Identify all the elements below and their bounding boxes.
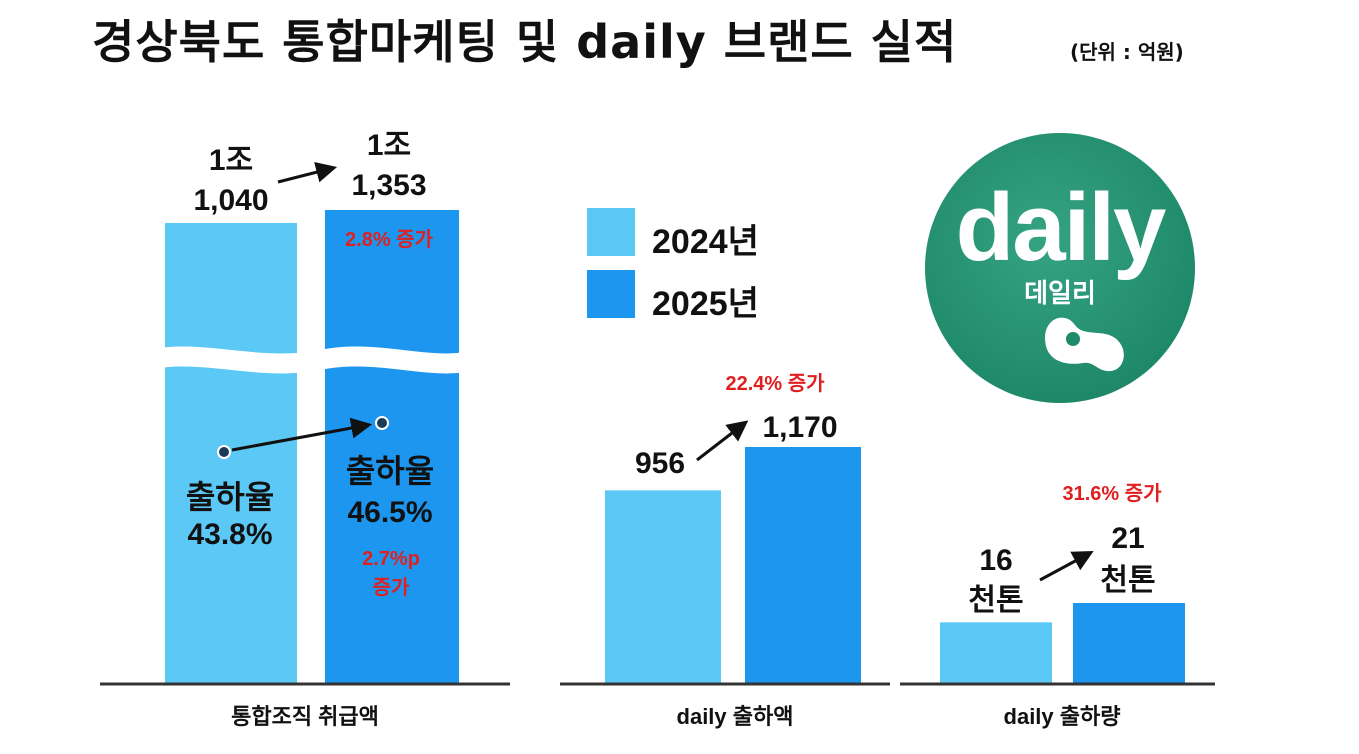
unit-label: (단위 : 억원) [1070, 40, 1184, 64]
change-arrow-total [277, 161, 338, 184]
daily-logo: daily 데일리 [925, 133, 1195, 403]
value-label-total-2025: 1조 [367, 129, 411, 162]
value-label-amount-2025: 1,170 [762, 411, 837, 444]
logo-subtitle: 데일리 [1024, 279, 1096, 309]
change-label-volume: 31.6% 증가 [1062, 482, 1162, 505]
ratio-value-2024: 43.8% [187, 518, 272, 551]
category-label-volume: daily 출하량 [1004, 704, 1121, 729]
ratio-change-label: 증가 [373, 576, 410, 599]
change-arrow-volume [1039, 551, 1094, 582]
ratio-label-2025: 출하율 [346, 453, 434, 489]
value-label-total-2025: 1,353 [351, 169, 426, 202]
bar-total-2025년 [325, 210, 459, 684]
logo-wordmark: daily [955, 174, 1167, 281]
change-label-total: 2.8% 증가 [345, 228, 434, 251]
change-label-amount: 22.4% 증가 [725, 372, 825, 395]
value-label-volume-2024: 16 [979, 544, 1012, 577]
chart-title: 경상북도 통합마케팅 및 daily 브랜드 실적 [92, 15, 958, 69]
bar-amount-2025년 [745, 447, 861, 684]
ratio-value-2025: 46.5% [347, 496, 432, 529]
legend-swatch-2024 [587, 208, 635, 256]
bar-volume-2025년 [1073, 603, 1185, 684]
category-label-total: 통합조직 취급액 [231, 704, 379, 729]
category-label-amount: daily 출하액 [677, 704, 794, 729]
value-label-volume-2025: 21 [1111, 522, 1144, 555]
legend-label-2025: 2025년 [652, 285, 759, 323]
legend-label-2024: 2024년 [652, 223, 759, 261]
ratio-change-label: 2.7%p [362, 548, 420, 570]
bar-total-2024년 [165, 223, 297, 684]
bar-volume-2024년 [940, 622, 1052, 684]
value-label-volume-2024: 천톤 [968, 584, 1023, 617]
change-arrow-amount [696, 420, 749, 462]
ratio-dot-2025 [375, 416, 389, 430]
ratio-arrow [231, 417, 373, 452]
legend-swatch-2025 [587, 270, 635, 318]
value-label-total-2024: 1조 [209, 144, 253, 177]
value-label-amount-2024: 956 [635, 447, 685, 480]
axis-break [150, 346, 475, 374]
value-label-total-2024: 1,040 [193, 184, 268, 217]
value-label-volume-2025: 천톤 [1100, 564, 1155, 597]
ratio-label-2024: 출하율 [186, 479, 274, 515]
bar-amount-2024년 [605, 490, 721, 684]
ratio-dot-2024 [217, 445, 231, 459]
logo-mark-icon [1045, 317, 1124, 372]
